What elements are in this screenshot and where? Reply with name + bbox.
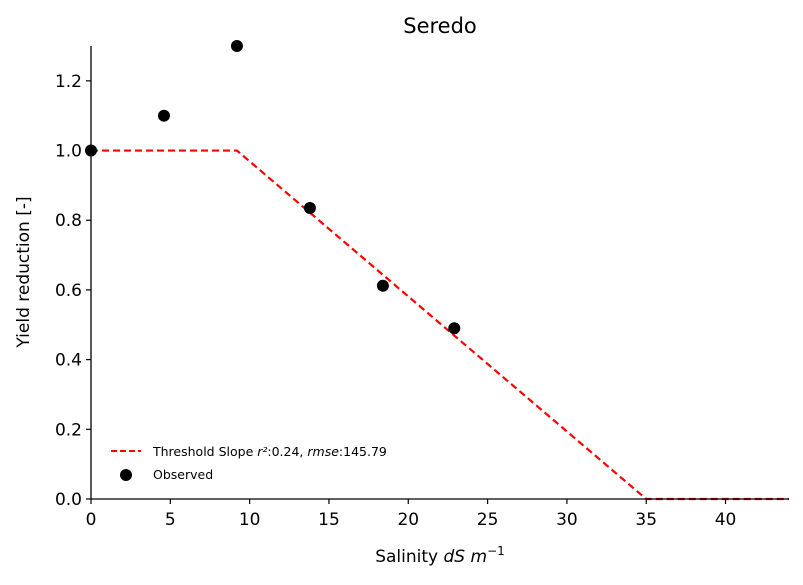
observed-point <box>157 109 170 122</box>
legend-threshold-prefix: Threshold Slope <box>152 444 257 459</box>
x-tick-label: 0 <box>86 510 97 530</box>
legend-label-threshold: Threshold Slope r²:0.24, rmse:145.79 <box>152 444 387 459</box>
legend-label-observed: Observed <box>153 467 213 482</box>
y-tick-label: 0.8 <box>55 211 82 231</box>
y-tick-label: 1.0 <box>55 142 82 162</box>
plot-area <box>85 40 789 501</box>
y-axis-ticks: 0.0 0.2 0.4 0.6 0.8 1.0 1.2 <box>55 72 91 510</box>
observed-point <box>448 322 461 335</box>
x-tick-label: 25 <box>477 510 499 530</box>
legend-r2-value: :0.24, <box>267 444 307 459</box>
legend-marker-swatch <box>120 469 132 481</box>
x-tick-label: 5 <box>165 510 176 530</box>
x-tick-label: 40 <box>715 510 737 530</box>
y-tick-label: 0.6 <box>55 281 82 301</box>
y-tick-label: 0.0 <box>55 490 82 510</box>
x-axis-ticks: 0 5 10 15 20 25 30 35 40 <box>86 499 737 530</box>
x-tick-label: 10 <box>239 510 261 530</box>
y-axis-label: Yield reduction [-] <box>14 196 34 348</box>
x-axis-label-unit: dS m <box>444 547 488 567</box>
x-tick-label: 15 <box>318 510 340 530</box>
observed-point <box>230 40 243 52</box>
y-tick-label: 0.2 <box>55 420 82 440</box>
y-tick-label: 0.4 <box>55 351 82 371</box>
observed-point <box>376 279 389 292</box>
x-axis-label-prefix: Salinity <box>375 547 443 567</box>
chart-title: Seredo <box>403 14 477 38</box>
legend-rmse-label: rmse <box>307 444 339 459</box>
x-tick-label: 20 <box>397 510 419 530</box>
legend-rmse-value: :145.79 <box>339 444 387 459</box>
observed-point <box>303 202 316 215</box>
x-axis-label-exponent: −1 <box>487 544 505 558</box>
legend-r2-label: r² <box>257 444 267 459</box>
legend: Threshold Slope r²:0.24, rmse:145.79 Obs… <box>111 444 387 482</box>
x-tick-label: 35 <box>635 510 657 530</box>
x-axis-label: Salinity dS m−1 <box>375 544 505 567</box>
y-tick-label: 1.2 <box>55 72 82 92</box>
x-tick-label: 30 <box>556 510 578 530</box>
